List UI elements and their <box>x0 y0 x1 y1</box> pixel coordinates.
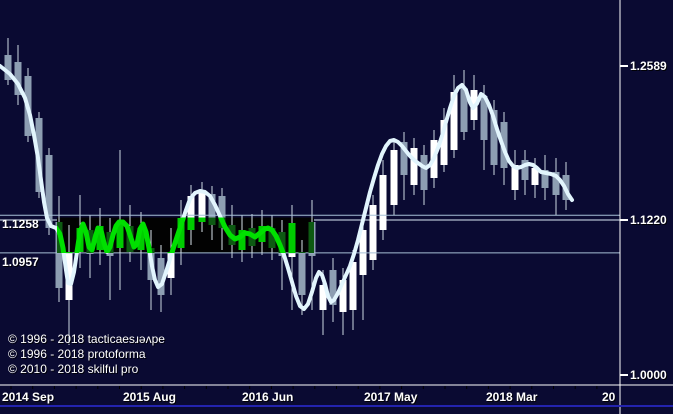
right-axis-label: 1.2589 <box>630 59 667 73</box>
copyright-line: © 1996 - 2018 protoforma <box>8 347 146 361</box>
copyright-line: © 2010 - 2018 skilful pro <box>8 362 139 376</box>
zone-moving-average-line <box>57 217 286 253</box>
time-axis-ticks <box>10 386 598 389</box>
right-axis-label: 1.1220 <box>630 213 667 227</box>
copyright-line: © 1996 - 2018 tacticaesɹǝʌpe <box>8 332 165 346</box>
date-axis-label: 2014 Sep <box>2 390 55 404</box>
right-axis-label: 1.0000 <box>630 368 667 382</box>
date-axis-label: 2018 Mar <box>486 390 538 404</box>
left-axis-label: 1.1258 <box>2 217 39 231</box>
date-axis-label: 2016 Jun <box>242 390 294 404</box>
date-axis-label: 2017 May <box>364 390 418 404</box>
left-axis-label: 1.0957 <box>2 255 39 269</box>
date-axis-label: 2015 Aug <box>123 390 176 404</box>
date-axis-label: 20 <box>602 390 616 404</box>
